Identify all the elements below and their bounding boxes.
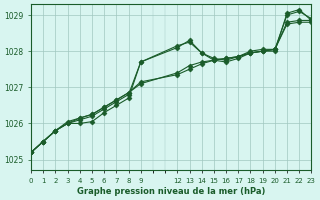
X-axis label: Graphe pression niveau de la mer (hPa): Graphe pression niveau de la mer (hPa) <box>77 187 265 196</box>
